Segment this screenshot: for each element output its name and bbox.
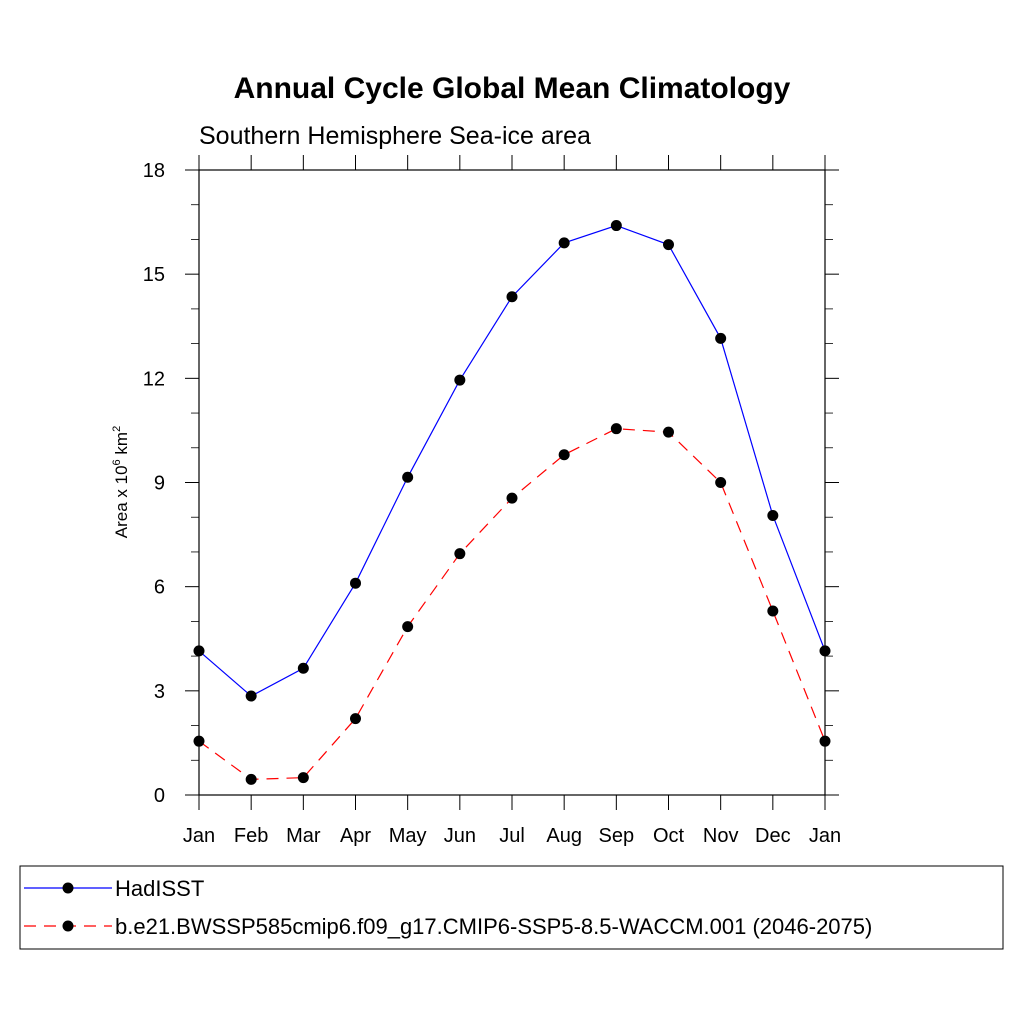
series-1-point: [350, 577, 361, 589]
series-2-point: [767, 605, 779, 617]
chart-title: Annual Cycle Global Mean Climatology: [234, 72, 791, 105]
y-tick-label: 18: [143, 160, 165, 182]
series-2-point: [663, 426, 674, 438]
x-tick-label: Apr: [340, 825, 371, 847]
legend-box: [19, 865, 1004, 950]
series-group: [193, 220, 831, 785]
chart-subtitle: Southern Hemisphere Sea-ice area: [199, 122, 591, 150]
series-2-point: [715, 477, 727, 488]
legend-entry-1-marker: [62, 882, 74, 894]
x-tick-label: Nov: [703, 825, 739, 847]
x-tick-label: Jan: [183, 825, 215, 847]
legend-entry-1: HadISST: [24, 876, 204, 901]
series-1-point: [767, 509, 779, 521]
series-1-point: [297, 662, 309, 674]
series-2-point: [193, 735, 205, 747]
series-2-point: [402, 621, 414, 633]
y-axis-label-prefix: Area x 10: [112, 465, 131, 538]
series-1-point: [193, 645, 205, 657]
series-1-point: [558, 237, 570, 249]
legend-entry-1-label: HadISST: [115, 876, 204, 901]
x-tick-label: Mar: [286, 825, 321, 847]
series-1-point: [402, 471, 414, 483]
series-2-point: [819, 735, 831, 747]
series-2-point: [350, 713, 361, 725]
legend-entry-2-label: b.e21.BWSSP585cmip6.f09_g17.CMIP6-SSP5-8…: [115, 914, 872, 939]
legend-entry-2: b.e21.BWSSP585cmip6.f09_g17.CMIP6-SSP5-8…: [24, 914, 872, 939]
x-tick-label: May: [389, 825, 427, 847]
y-axis-label: Area x 106 km2: [111, 426, 131, 538]
legend: HadISST b.e21.BWSSP585cmip6.f09_g17.CMIP6…: [24, 876, 872, 939]
plot-frame: [198, 169, 826, 796]
series-1-point: [819, 645, 831, 657]
y-tick-label: 15: [143, 264, 165, 286]
y-tick-label: 3: [154, 681, 165, 703]
series-1-point: [454, 374, 466, 386]
axis-ticks: 0 3 6 9 12 15 18 Jan Feb Mar Apr May Jun Jul Aug Sep Oct…: [143, 155, 841, 847]
y-tick-label: 9: [154, 473, 165, 495]
x-tick-label: Sep: [599, 825, 635, 847]
series-2-point: [506, 492, 518, 504]
series-1-point: [245, 690, 257, 702]
y-axis-label-exponent-2: 2: [111, 426, 123, 432]
series-1-point: [610, 220, 622, 232]
x-tick-label: Jan: [809, 825, 841, 847]
x-tick-label: Jun: [444, 825, 476, 847]
series-2-point: [297, 772, 309, 784]
series-2-line: [198, 428, 826, 780]
x-tick-label: Jul: [499, 825, 525, 847]
series-2-point: [454, 548, 466, 560]
y-tick-label: 6: [154, 577, 165, 599]
series-2-point: [610, 423, 622, 435]
y-tick-label: 12: [143, 368, 165, 390]
legend-entry-2-marker: [62, 920, 74, 932]
x-tick-label: Oct: [653, 825, 685, 847]
x-tick-label: Feb: [234, 825, 268, 847]
series-1-point: [715, 332, 727, 344]
series-2-point: [245, 773, 257, 785]
x-tick-label: Dec: [755, 825, 791, 847]
series-1-point: [506, 291, 518, 303]
y-axis-label-middle: km: [112, 432, 131, 459]
y-tick-label: 0: [154, 785, 165, 807]
series-2-point: [558, 449, 570, 461]
x-tick-label: Aug: [546, 825, 582, 847]
y-axis-label-exponent-1: 6: [111, 459, 123, 465]
series-1-point: [663, 239, 674, 251]
